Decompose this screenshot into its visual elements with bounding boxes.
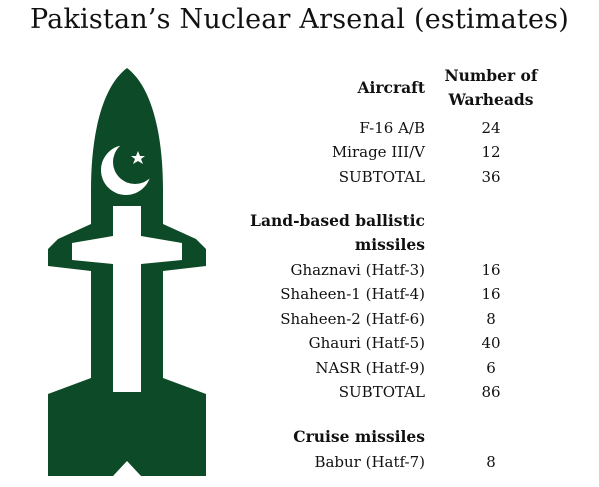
row-value: 16 — [481, 285, 501, 304]
row-label: Mirage III/V — [331, 143, 425, 162]
row-label: Ghauri (Hatf-5) — [308, 334, 425, 353]
row-label: Shaheen-2 (Hatf-6) — [280, 309, 425, 328]
row-label: Ghaznavi (Hatf-3) — [290, 261, 425, 279]
row-value: 24 — [481, 119, 501, 137]
row-label: SUBTOTAL — [338, 383, 425, 401]
star — [131, 151, 145, 164]
row-label: F-16 A/B — [359, 119, 425, 137]
row-value: 12 — [481, 143, 501, 162]
section-heading: Land-based ballistic missiles — [250, 211, 425, 254]
row-value: 36 — [481, 167, 501, 186]
row-label: SUBTOTAL — [338, 167, 425, 186]
rocket-illustration — [48, 68, 206, 476]
row-label: NASR (Hatf-9) — [315, 358, 425, 377]
rocket-cutout — [72, 206, 182, 392]
section-heading: Cruise missiles — [293, 427, 425, 446]
row-label: Shaheen-1 (Hatf-4) — [280, 285, 425, 304]
row-value: 8 — [486, 453, 496, 471]
row-value: 6 — [486, 358, 496, 377]
row-value: 86 — [481, 383, 501, 401]
row-value: 8 — [486, 309, 496, 328]
row-value: 40 — [481, 334, 501, 353]
column-header: Number of Warheads — [444, 66, 538, 109]
row-value: 16 — [481, 261, 501, 279]
section-heading: Aircraft — [357, 78, 425, 97]
row-label: Babur (Hatf-7) — [314, 453, 425, 471]
title: Pakistan’s Nuclear Arsenal (estimates) — [30, 4, 569, 35]
